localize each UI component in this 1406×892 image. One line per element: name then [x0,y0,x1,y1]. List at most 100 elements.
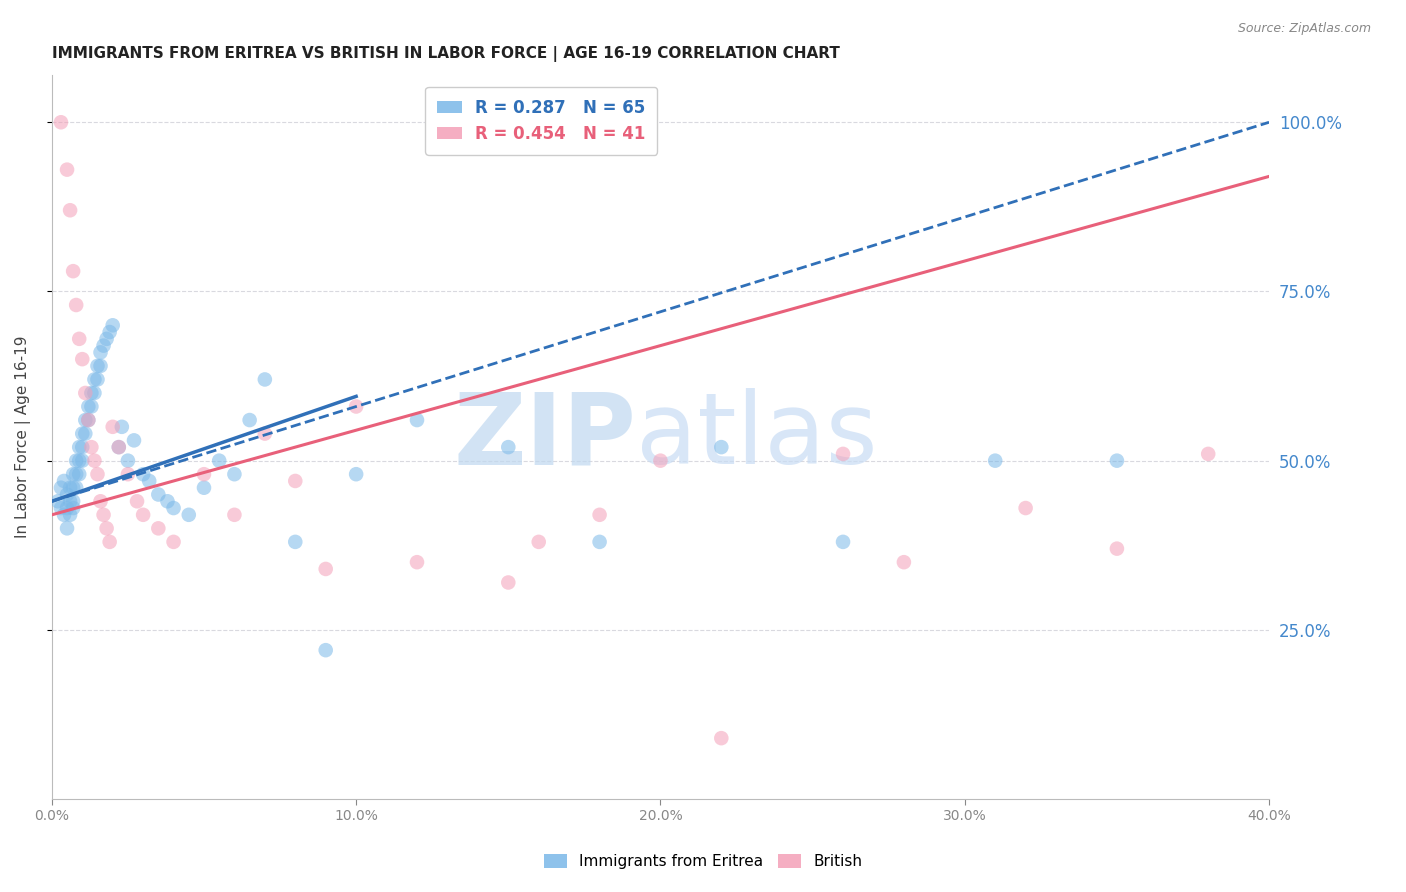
Point [984,453,1007,467]
Point [83,386,105,401]
Point [406,555,429,569]
Point [46,494,69,508]
Point [59,481,82,495]
Point [62,494,84,508]
Point [253,372,276,386]
Point [77,413,100,427]
Point [65,298,87,312]
Point [98,325,121,339]
Point [56,521,79,535]
Point [650,453,672,467]
Point [156,494,179,508]
Point [284,534,307,549]
Point [53,474,76,488]
Point [56,501,79,516]
Point [344,400,367,414]
Point [75,426,97,441]
Point [72,453,94,467]
Point [710,440,733,454]
Point [67,467,90,482]
Point [224,508,246,522]
Point [832,447,855,461]
Point [49,501,72,516]
Point [67,453,90,467]
Point [148,487,170,501]
Text: atlas: atlas [636,389,877,485]
Point [49,115,72,129]
Point [117,467,139,482]
Point [65,467,87,482]
Point [83,453,105,467]
Point [80,386,103,401]
Point [59,203,82,218]
Point [83,372,105,386]
Point [588,508,610,522]
Point [86,467,108,482]
Point [224,467,246,482]
Point [101,318,124,333]
Point [588,534,610,549]
Point [86,372,108,386]
Point [75,386,97,401]
Text: Source: ZipAtlas.com: Source: ZipAtlas.com [1237,22,1371,36]
Point [498,440,520,454]
Text: ZIP: ZIP [453,389,636,485]
Point [96,521,118,535]
Y-axis label: In Labor Force | Age 16-19: In Labor Force | Age 16-19 [15,335,31,538]
Point [72,426,94,441]
Point [138,474,160,488]
Point [117,453,139,467]
Point [62,481,84,495]
Point [132,508,155,522]
Point [59,494,82,508]
Point [406,413,429,427]
Point [1105,453,1128,467]
Point [832,534,855,549]
Point [59,508,82,522]
Point [72,352,94,367]
Point [62,264,84,278]
Point [65,481,87,495]
Point [1105,541,1128,556]
Point [132,467,155,482]
Point [96,332,118,346]
Point [86,359,108,373]
Point [107,440,129,454]
Point [710,731,733,746]
Point [62,467,84,482]
Point [77,400,100,414]
Point [122,434,145,448]
Point [148,521,170,535]
Point [1014,501,1036,516]
Text: IMMIGRANTS FROM ERITREA VS BRITISH IN LABOR FORCE | AGE 16-19 CORRELATION CHART: IMMIGRANTS FROM ERITREA VS BRITISH IN LA… [52,46,839,62]
Point [65,453,87,467]
Point [162,501,184,516]
Point [93,508,115,522]
Point [67,332,90,346]
Point [53,508,76,522]
Point [498,575,520,590]
Point [162,534,184,549]
Point [315,562,337,576]
Point [107,440,129,454]
Point [1197,447,1219,461]
Point [49,481,72,495]
Point [239,413,262,427]
Point [80,400,103,414]
Point [193,467,215,482]
Point [80,440,103,454]
Point [67,440,90,454]
Point [111,420,134,434]
Point [177,508,200,522]
Point [253,426,276,441]
Point [89,494,111,508]
Point [193,481,215,495]
Point [527,534,550,549]
Point [72,440,94,454]
Point [89,359,111,373]
Point [89,345,111,359]
Point [315,643,337,657]
Point [56,162,79,177]
Point [208,453,231,467]
Point [75,413,97,427]
